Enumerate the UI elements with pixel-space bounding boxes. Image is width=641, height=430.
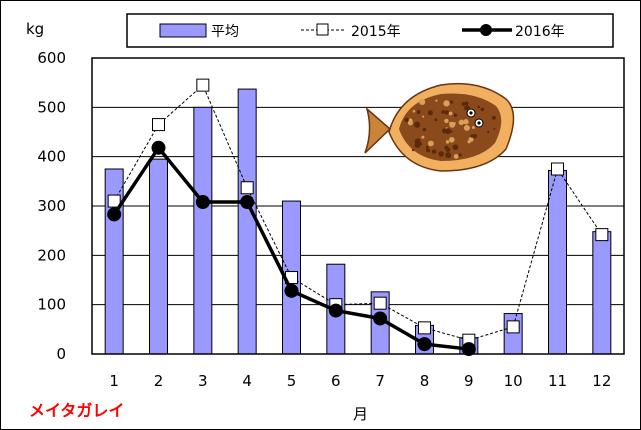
- y-tick-labels: 0 100 200 300 400 500 600: [37, 49, 66, 363]
- x-tick-labels: 1 2 3 4 5 6 7 8 9 10 11 12: [109, 372, 611, 390]
- flounder-fish-illustration: [364, 82, 515, 172]
- point-2015-12: [595, 228, 609, 242]
- bar-average-2: [149, 158, 168, 355]
- point-2016-3: [195, 195, 210, 210]
- x-tick-label: 7: [375, 372, 385, 390]
- legend-box: [126, 13, 614, 48]
- x-tick-label: 10: [504, 372, 523, 390]
- plot-area: [91, 57, 625, 355]
- point-2016-6: [328, 303, 343, 318]
- x-tick-label: 6: [331, 372, 341, 390]
- bar-average-10: [503, 313, 523, 355]
- bar-average-11: [548, 169, 567, 355]
- point-2015-1: [107, 194, 121, 208]
- legend-label-average: 平均: [211, 24, 239, 40]
- point-2015-2: [152, 118, 165, 132]
- point-2015-8: [418, 321, 431, 335]
- point-2015-10: [506, 320, 520, 334]
- gridlines: [92, 106, 624, 306]
- x-tick-label: 5: [287, 372, 297, 390]
- x-tick-label: 9: [464, 372, 474, 390]
- x-tick-label: 8: [420, 372, 430, 390]
- point-2016-7: [373, 311, 388, 326]
- y-axis-unit: kg: [26, 20, 44, 38]
- x-tick-label: 2: [154, 372, 164, 390]
- point-2016-5: [284, 283, 299, 298]
- x-tick-label: 3: [198, 372, 208, 390]
- line-2015-path: [113, 84, 603, 341]
- point-2015-11: [551, 162, 564, 176]
- x-tick-label: 4: [242, 372, 252, 390]
- point-2016-8: [417, 337, 432, 352]
- legend-marker-2015: [316, 23, 329, 36]
- legend-marker-2016: [480, 24, 492, 36]
- legend-label-2015: 2015年: [351, 24, 401, 40]
- legend: 平均 2015年 2016年: [126, 13, 614, 48]
- bar-average-12: [592, 231, 612, 355]
- y-tick-label: 400: [37, 148, 66, 166]
- y-tick-label: 200: [37, 246, 66, 264]
- legend-label-2016: 2016年: [515, 24, 565, 40]
- point-2016-2: [151, 140, 166, 155]
- legend-swatch-average: [159, 23, 207, 38]
- y-tick-label: 100: [37, 296, 66, 314]
- point-2016-9: [461, 342, 476, 357]
- point-2016-1: [107, 207, 122, 222]
- point-2016-4: [240, 195, 255, 210]
- line-series-2015: [107, 78, 609, 347]
- y-tick-label: 300: [37, 197, 66, 215]
- y-tick-label: 0: [56, 345, 66, 363]
- x-tick-label: 1: [109, 372, 119, 390]
- y-tick-label: 600: [37, 49, 66, 67]
- point-2015-7: [373, 296, 387, 310]
- line-series-2016: [107, 140, 476, 357]
- x-tick-label: 11: [548, 372, 567, 390]
- x-axis-label: 月: [353, 405, 368, 423]
- bar-average-3: [193, 106, 213, 355]
- bar-average-4: [237, 88, 257, 355]
- y-tick-label: 500: [37, 98, 66, 116]
- x-tick-label: 12: [592, 372, 611, 390]
- point-2015-3: [196, 78, 210, 92]
- point-2015-4: [240, 181, 254, 195]
- species-label: メイタガレイ: [29, 401, 124, 420]
